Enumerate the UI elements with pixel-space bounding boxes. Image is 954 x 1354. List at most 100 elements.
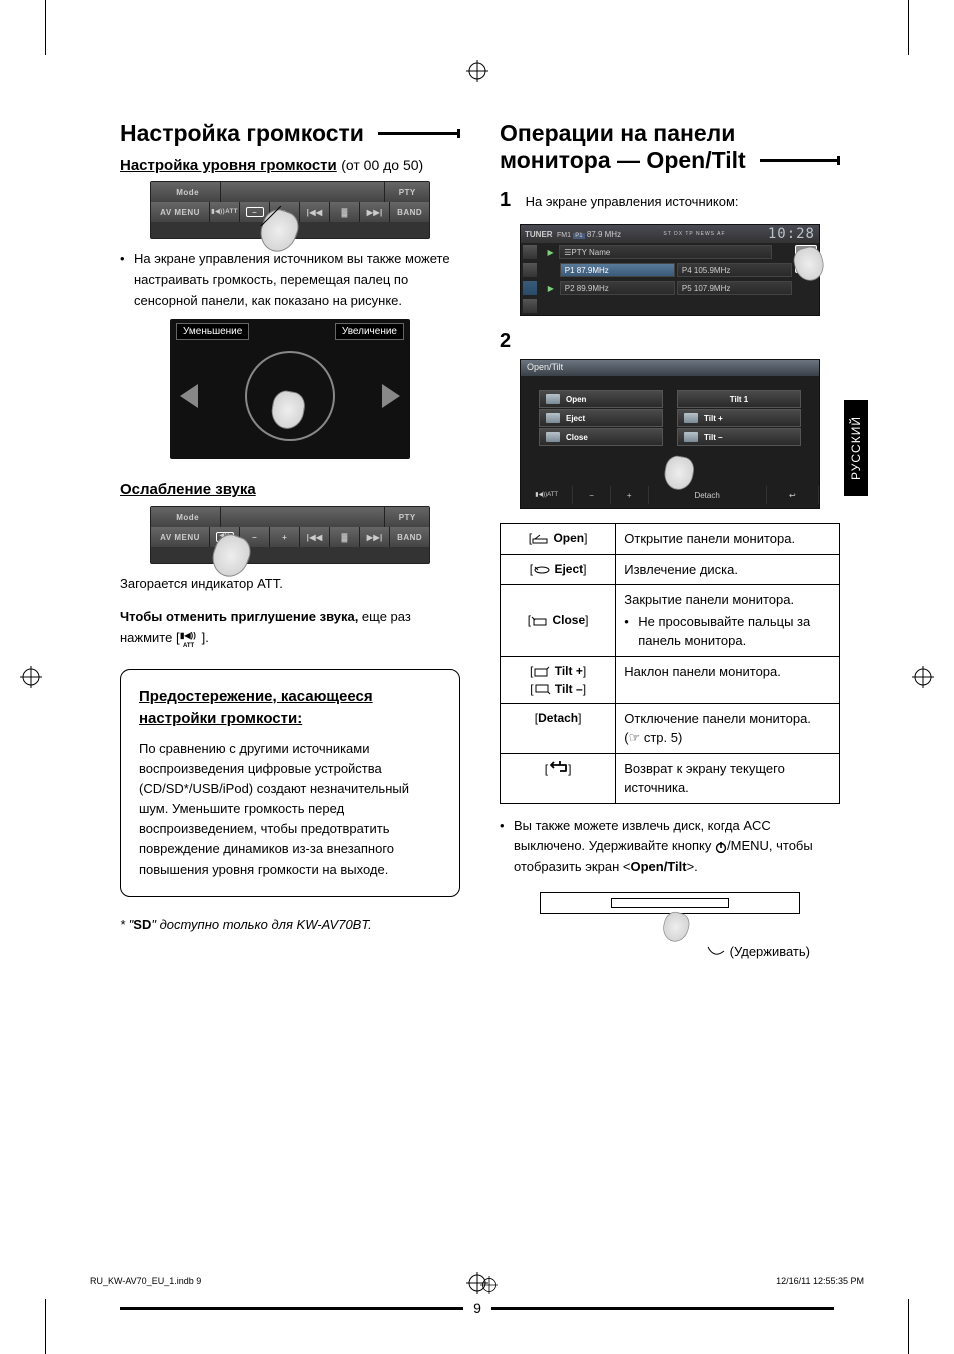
minus-icon: − bbox=[573, 486, 611, 504]
preset-cell: P4 105.9MHz bbox=[677, 263, 792, 277]
crop-mark bbox=[45, 1299, 46, 1354]
tilt-btn-tilt1: Tilt 1 bbox=[677, 390, 801, 408]
open-tilt-screenshot: Open/Tilt Open Eject Close Tilt 1 Tilt +… bbox=[520, 359, 820, 509]
volume-dial-diagram: Уменьшение Увеличение bbox=[170, 319, 410, 459]
subheading-mute: Ослабление звука bbox=[120, 481, 460, 498]
registration-mark-icon bbox=[912, 666, 934, 688]
return-icon: ↩ bbox=[767, 486, 819, 504]
plus-icon: + bbox=[611, 486, 649, 504]
btn-pty: PTY bbox=[385, 507, 429, 527]
crop-mark bbox=[908, 1299, 909, 1354]
table-cell-close-desc: Закрытие панели монитора. Не просовывайт… bbox=[616, 585, 840, 657]
step-number-1: 1 bbox=[500, 184, 522, 216]
prev-icon: |◀◀ bbox=[300, 527, 330, 547]
tilt-btn-tilt-minus: Tilt – bbox=[677, 428, 801, 446]
registration-mark-icon bbox=[466, 60, 488, 82]
heading-rule bbox=[760, 159, 840, 162]
unit-top-diagram bbox=[520, 886, 820, 936]
table-cell-eject-key: [ Eject] bbox=[501, 554, 616, 585]
tuner-side-btn-icon bbox=[522, 262, 538, 278]
power-icon bbox=[715, 841, 727, 853]
table-cell-close-key: [ Close] bbox=[501, 585, 616, 657]
volume-note-bullet: На экране управления источником вы также… bbox=[120, 249, 460, 311]
caution-box: Предостережение, касающееся настройки гр… bbox=[120, 669, 460, 897]
page-number: 9 bbox=[469, 1300, 485, 1316]
table-cell-open-desc: Открытие панели монитора. bbox=[616, 524, 840, 555]
pty-name-cell: ☰ PTY Name bbox=[559, 245, 772, 259]
btn-avmenu: AV MENU bbox=[151, 202, 210, 222]
operations-table: [ Open] Открытие панели монитора. [ Ejec… bbox=[500, 523, 840, 804]
preset-cell: P1 87.9MHz bbox=[560, 263, 675, 277]
table-cell-return-key: [] bbox=[501, 753, 616, 803]
tuner-clock: 10:28 bbox=[768, 226, 815, 242]
callout-line-icon bbox=[251, 206, 311, 226]
table-cell-tilt-keys: [ Tilt +] [ Tilt –] bbox=[501, 656, 616, 703]
arrow-left-icon bbox=[180, 384, 198, 408]
acc-eject-note: Вы также можете извлечь диск, когда ACC … bbox=[500, 816, 840, 878]
cancel-mute-text: Чтобы отменить приглушение звука, еще ра… bbox=[120, 607, 460, 649]
device-toolbar-screenshot-2: Mode PTY AV MENU ◀)) − + |◀◀ ▓ ▶▶| BAND bbox=[150, 506, 430, 564]
footer-page-bar: 9 bbox=[120, 1296, 834, 1320]
btn-mode: Mode bbox=[151, 182, 221, 202]
registration-mark-icon bbox=[480, 1276, 498, 1294]
plus-icon: + bbox=[270, 527, 300, 547]
stop-icon: ▓ bbox=[330, 527, 360, 547]
caution-body: По сравнению с другими источниками воспр… bbox=[139, 739, 441, 880]
next-icon: ▶▶| bbox=[360, 202, 390, 222]
label-increase: Увеличение bbox=[335, 323, 404, 340]
step-number-2: 2 bbox=[500, 330, 522, 353]
heading-volume-adjust: Настройка громкости bbox=[120, 120, 364, 147]
att-icon: ▮◀)) ATT bbox=[180, 630, 202, 648]
tilt-btn-tilt-plus: Tilt + bbox=[677, 409, 801, 427]
tilt-footer-detach: Detach bbox=[649, 486, 767, 504]
svg-text:ATT: ATT bbox=[183, 643, 195, 648]
heading-open-tilt-line1: Операции на панели bbox=[500, 120, 735, 147]
tuner-side-btn-icon bbox=[522, 244, 538, 260]
tuner-side-btn-icon bbox=[522, 298, 538, 314]
return-icon bbox=[548, 759, 568, 773]
table-cell-detach-desc: Отключение панели монитора.(☞ стр. 5) bbox=[616, 703, 840, 753]
svg-text:▮◀)): ▮◀)) bbox=[180, 631, 196, 640]
file-meta-left: RU_KW-AV70_EU_1.indb 9 bbox=[90, 1276, 201, 1294]
att-indicator-text: Загорается индикатор ATT. bbox=[120, 574, 460, 595]
tilt-btn-close: Close bbox=[539, 428, 663, 446]
label-decrease: Уменьшение bbox=[176, 323, 249, 340]
heading-rule bbox=[378, 132, 460, 135]
stop-icon: ▓ bbox=[330, 202, 360, 222]
sd-footnote: * "SD" доступно только для KW-AV70BT. bbox=[120, 915, 460, 936]
btn-att: ▮◀))ATT bbox=[210, 202, 240, 222]
table-cell-detach-key: [Detach] bbox=[501, 703, 616, 753]
next-icon: ▶▶| bbox=[360, 527, 390, 547]
preset-cell: P2 89.9MHz bbox=[560, 281, 675, 295]
table-cell-return-desc: Возврат к экрану текущего источника. bbox=[616, 753, 840, 803]
volume-range-text: (от 00 до 50) bbox=[341, 157, 423, 173]
preset-cell: P5 107.9MHz bbox=[677, 281, 792, 295]
btn-pty: PTY bbox=[385, 182, 429, 202]
tilt-footer-att: ▮◀))ATT bbox=[521, 486, 573, 504]
caution-heading: Предостережение, касающееся настройки гр… bbox=[139, 686, 441, 731]
registration-mark-icon bbox=[20, 666, 42, 688]
hold-label: (Удерживать) bbox=[500, 942, 840, 963]
heading-open-tilt-line2: монитора — Open/Tilt bbox=[500, 147, 746, 174]
subheading-volume-level: Настройка уровня громкости bbox=[120, 157, 337, 174]
tilt-btn-eject: Eject bbox=[539, 409, 663, 427]
file-meta-right: 12/16/11 12:55:35 PM bbox=[776, 1276, 864, 1294]
btn-avmenu: AV MENU bbox=[151, 527, 210, 547]
tilt-btn-open: Open bbox=[539, 390, 663, 408]
tuner-side-btn-icon bbox=[522, 280, 538, 296]
table-cell-open-key: [ Open] bbox=[501, 524, 616, 555]
touch-hand-icon bbox=[660, 909, 692, 944]
arrow-right-icon bbox=[382, 384, 400, 408]
language-tab: РУССКИЙ bbox=[844, 400, 868, 496]
btn-band: BAND bbox=[390, 527, 429, 547]
table-cell-tilt-desc: Наклон панели монитора. bbox=[616, 656, 840, 703]
btn-mode: Mode bbox=[151, 507, 221, 527]
step-1-text: На экране управления источником: bbox=[526, 194, 739, 209]
crop-mark bbox=[908, 0, 909, 55]
tuner-screenshot: TUNER FM1 P1 87.9 MHz ST DX TP NEWS AF 1… bbox=[520, 224, 820, 316]
tilt-screen-title: Open/Tilt bbox=[521, 360, 819, 376]
device-toolbar-screenshot-1: Mode PTY AV MENU ▮◀))ATT − + |◀◀ ▓ ▶▶| B… bbox=[150, 181, 430, 239]
btn-band: BAND bbox=[390, 202, 429, 222]
crop-mark bbox=[45, 0, 46, 55]
table-cell-eject-desc: Извлечение диска. bbox=[616, 554, 840, 585]
